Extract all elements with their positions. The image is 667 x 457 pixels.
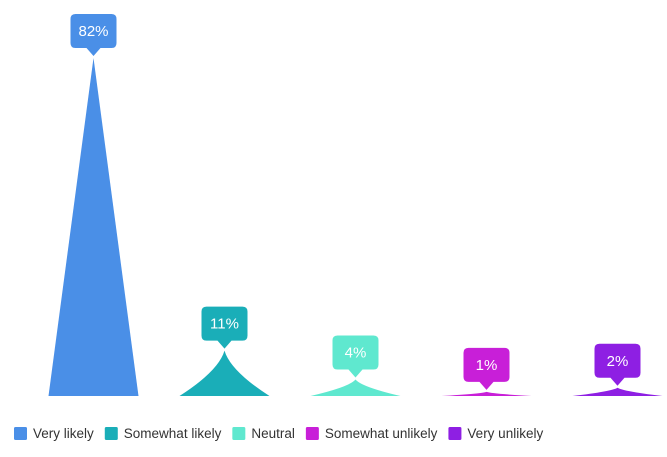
data-label: 2% — [607, 353, 629, 370]
legend-swatch — [104, 427, 118, 440]
bar — [179, 350, 270, 396]
bar — [572, 387, 663, 396]
data-label-bubble — [594, 343, 641, 386]
legend-label: Neutral — [251, 426, 295, 441]
data-label-callout: 1% — [463, 347, 510, 390]
legend-swatch — [232, 427, 246, 440]
bar — [441, 391, 532, 396]
data-label-callout: 2% — [594, 343, 641, 386]
legend-swatch — [14, 427, 27, 440]
legend-item: Somewhat unlikely — [305, 426, 438, 441]
data-label-callout: 82% — [70, 14, 117, 56]
legend-item: Very likely — [14, 426, 94, 441]
legend-item: Neutral — [232, 426, 295, 441]
legend-swatch — [448, 427, 462, 440]
data-label: 4% — [345, 345, 367, 362]
legend-item: Somewhat likely — [104, 426, 222, 441]
data-label-bubble — [463, 347, 510, 390]
data-labels-layer: 82% 11% 4% 1% 2% — [70, 14, 641, 390]
data-label-callout: 4% — [332, 335, 379, 378]
legend-swatch — [305, 427, 319, 440]
data-label: 11% — [210, 316, 239, 333]
legend-label: Somewhat unlikely — [325, 426, 438, 441]
bars-layer — [48, 58, 663, 396]
bar — [48, 58, 139, 396]
legend: Very likely Somewhat likely Neutral Somewha… — [14, 426, 543, 441]
data-label-callout: 11% — [201, 306, 248, 349]
data-label: 1% — [476, 357, 498, 374]
data-label-bubble — [332, 335, 379, 378]
data-label-bubble — [201, 306, 248, 349]
data-label-bubble — [70, 14, 117, 56]
legend-item: Very unlikely — [448, 426, 543, 441]
legend-label: Very likely — [33, 426, 94, 441]
legend-label: Very unlikely — [467, 426, 543, 441]
bar — [310, 379, 401, 396]
legend-label: Somewhat likely — [124, 426, 222, 441]
data-label: 82% — [78, 23, 108, 40]
